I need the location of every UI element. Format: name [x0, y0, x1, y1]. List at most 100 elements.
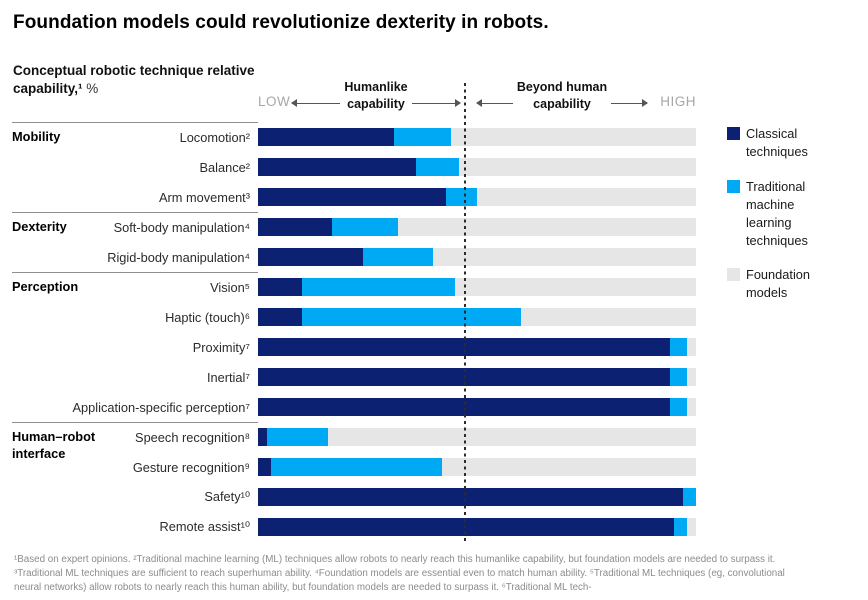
traditional-ml-segment — [301, 278, 456, 296]
row-label: Speech recognition⁸ — [135, 430, 250, 445]
axis-high-label: HIGH — [660, 94, 696, 109]
chart-subtitle: Conceptual robotic technique relative ca… — [13, 62, 257, 98]
chart-row: Application-specific perception⁷ — [12, 392, 697, 422]
arrow-left-icon — [476, 100, 513, 107]
axis-header: LOW Humanlike capability Beyond human ca… — [258, 62, 696, 112]
chart-row: Perception Vision⁵ — [12, 272, 697, 302]
row-label: Balance² — [199, 159, 250, 175]
classical-segment — [258, 188, 447, 206]
stacked-bar — [258, 248, 696, 266]
legend-swatch-icon — [727, 179, 740, 193]
row-label-cell: Inertial⁷ — [12, 362, 258, 392]
chart-row: Haptic (touch)⁶ — [12, 302, 697, 332]
legend-swatch-icon — [727, 268, 740, 282]
chart-row: Rigid-body manipulation⁴ — [12, 242, 697, 272]
classical-segment — [258, 428, 267, 446]
chart-row: Mobility Locomotion² — [12, 122, 697, 152]
axis-zone-beyond-human-label: Beyond human capability — [514, 79, 610, 112]
row-label: Soft-body manipulation⁴ — [113, 220, 250, 235]
chart-row: Gesture recognition⁹ — [12, 452, 697, 482]
classical-segment — [258, 248, 364, 266]
legend-item-label: Classical techniques — [746, 126, 808, 159]
legend-item: Classical techniques — [727, 125, 863, 161]
legend-swatch-icon — [727, 127, 740, 140]
traditional-ml-segment — [669, 398, 688, 416]
row-label: Gesture recognition⁹ — [132, 459, 250, 475]
row-label-cell: Haptic (touch)⁶ — [12, 302, 258, 332]
row-label: Safety¹⁰ — [204, 489, 250, 504]
chart-subtitle-text: Conceptual robotic technique relative ca… — [13, 63, 255, 97]
row-label-cell: Application-specific perception⁷ — [12, 392, 258, 422]
legend-item-label: Foundation models — [746, 267, 811, 301]
chart-row: Arm movement³ — [12, 182, 697, 212]
group-label: Mobility — [12, 129, 61, 144]
traditional-ml-segment — [266, 428, 329, 446]
chart-row: Dexterity Soft-body manipulation⁴ — [12, 212, 697, 242]
classical-segment — [258, 278, 302, 296]
unit-label: % — [86, 81, 99, 97]
traditional-ml-segment — [674, 518, 688, 536]
traditional-ml-segment — [446, 188, 477, 206]
legend-item-label: Traditional machine learning techniques — [746, 178, 808, 248]
row-label-cell: Human–robot interface Speech recognition… — [12, 422, 258, 461]
page-title: Foundation models could revolutionize de… — [13, 12, 549, 33]
traditional-ml-segment — [669, 338, 688, 356]
row-label-cell: Proximity⁷ — [12, 332, 258, 362]
footnote-text: ¹Based on expert opinions. ²Traditional … — [14, 554, 785, 593]
row-label: Vision⁵ — [210, 280, 250, 295]
stacked-bar — [258, 218, 696, 236]
traditional-ml-segment — [332, 218, 399, 236]
chart-rows: Mobility Locomotion² Balance² Arm moveme… — [12, 122, 697, 542]
stacked-bar — [258, 368, 696, 386]
stacked-bar — [258, 338, 696, 356]
stacked-bar — [258, 128, 696, 146]
arrow-right-icon — [411, 100, 462, 107]
stacked-bar — [258, 488, 696, 506]
stacked-bar — [258, 308, 696, 326]
axis-zone-humanlike-line1: Humanlike — [344, 80, 408, 94]
axis-zone-beyond-human-line2: capability — [533, 96, 591, 111]
axis-zone-humanlike: Humanlike capability — [290, 72, 462, 112]
row-label: Locomotion² — [179, 130, 250, 145]
axis-zone-humanlike-line2: capability — [347, 96, 405, 111]
axis-zone-beyond-human-line1: Beyond human — [516, 80, 608, 94]
classical-segment — [258, 488, 683, 506]
chart-row: Balance² — [12, 152, 697, 182]
classical-segment — [258, 128, 394, 146]
row-label-cell: Dexterity Soft-body manipulation⁴ — [12, 212, 258, 242]
humanlike-boundary-dashed-line — [464, 83, 466, 541]
chart-row: Inertial⁷ — [12, 362, 697, 392]
row-label-cell: Remote assist¹⁰ — [12, 512, 258, 542]
group-label: Dexterity — [12, 219, 67, 234]
row-label-cell: Mobility Locomotion² — [12, 122, 258, 152]
arrow-right-icon — [611, 100, 648, 107]
classical-segment — [258, 518, 675, 536]
traditional-ml-segment — [271, 458, 442, 476]
row-label-cell: Rigid-body manipulation⁴ — [12, 242, 258, 272]
row-label: Arm movement³ — [158, 189, 250, 205]
axis-low-label: LOW — [258, 94, 291, 109]
traditional-ml-segment — [682, 488, 696, 506]
classical-segment — [258, 338, 670, 356]
row-label: Haptic (touch)⁶ — [165, 309, 250, 325]
stacked-bar — [258, 428, 696, 446]
arrow-left-icon — [290, 100, 341, 107]
axis-zone-beyond-human: Beyond human capability — [476, 72, 648, 112]
stacked-bar — [258, 518, 696, 536]
traditional-ml-segment — [393, 128, 451, 146]
group-label: Human–robot interface — [12, 429, 96, 462]
row-label-cell: Arm movement³ — [12, 182, 258, 212]
legend: Classical techniques Traditional machine… — [727, 125, 863, 319]
stacked-bar — [258, 158, 696, 176]
stacked-bar — [258, 188, 696, 206]
classical-segment — [258, 398, 670, 416]
classical-segment — [258, 308, 302, 326]
group-label: Perception — [12, 279, 79, 294]
legend-item: Traditional machine learning techniques — [727, 178, 863, 250]
classical-segment — [258, 458, 272, 476]
chart-row: Safety¹⁰ — [12, 482, 697, 512]
row-label: Application-specific perception⁷ — [72, 399, 250, 415]
traditional-ml-segment — [415, 158, 460, 176]
row-label: Rigid-body manipulation⁴ — [107, 249, 250, 265]
traditional-ml-segment — [363, 248, 434, 266]
